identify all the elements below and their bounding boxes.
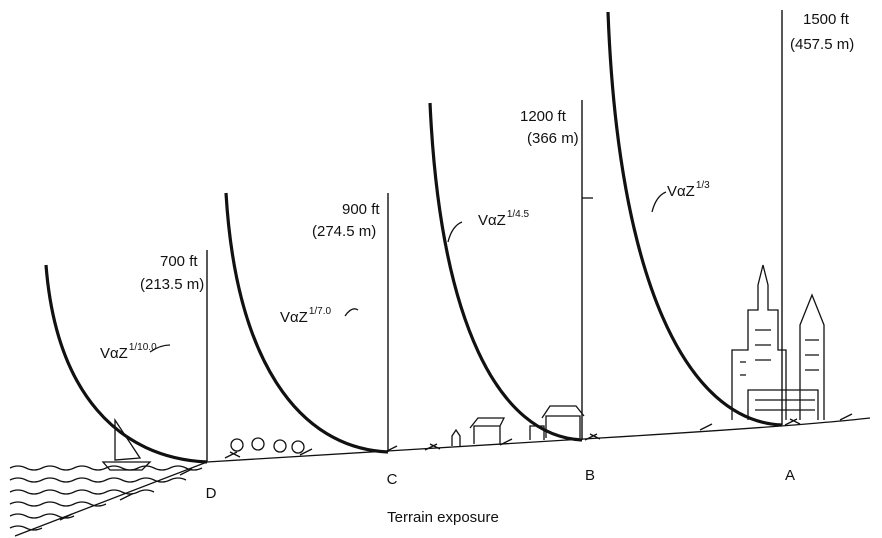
- velocity-profile: [224, 192, 389, 454]
- power-law: VαZ: [100, 345, 128, 362]
- power-law-exponent: 1/4.5: [507, 209, 530, 220]
- height-m: (457.5 m): [790, 36, 854, 53]
- ground-hatch: [59, 413, 853, 521]
- trees: [230, 437, 305, 454]
- label-arrow: [149, 344, 171, 353]
- power-law: VαZ: [478, 212, 506, 229]
- height-ft: 700 ft: [160, 253, 198, 270]
- power-law-exponent: 1/10.0: [129, 342, 157, 353]
- label-arrow: [344, 308, 359, 317]
- label-arrow: [651, 191, 667, 213]
- height-m: (274.5 m): [312, 223, 376, 240]
- power-law: VαZ: [667, 183, 695, 200]
- site-label: A: [785, 467, 795, 484]
- power-law-exponent: 1/7.0: [309, 306, 332, 317]
- height-ft: 1500 ft: [803, 11, 850, 28]
- site-label: B: [585, 467, 595, 484]
- height-m: (366 m): [527, 130, 579, 147]
- city: [731, 264, 825, 420]
- houses: [451, 405, 585, 446]
- site-label: C: [387, 471, 398, 488]
- velocity-profile: [606, 11, 783, 427]
- label-arrow: [447, 221, 463, 243]
- power-law: VαZ: [280, 309, 308, 326]
- height-m: (213.5 m): [140, 276, 204, 293]
- height-ft: 900 ft: [342, 201, 380, 218]
- velocity-profile: [428, 102, 583, 442]
- height-ft: 1200 ft: [520, 108, 567, 125]
- site-label: D: [206, 485, 217, 502]
- power-law-exponent: 1/3: [696, 180, 710, 191]
- caption: Terrain exposure: [387, 509, 499, 526]
- velocity-profile: [44, 264, 208, 464]
- water: [9, 465, 203, 531]
